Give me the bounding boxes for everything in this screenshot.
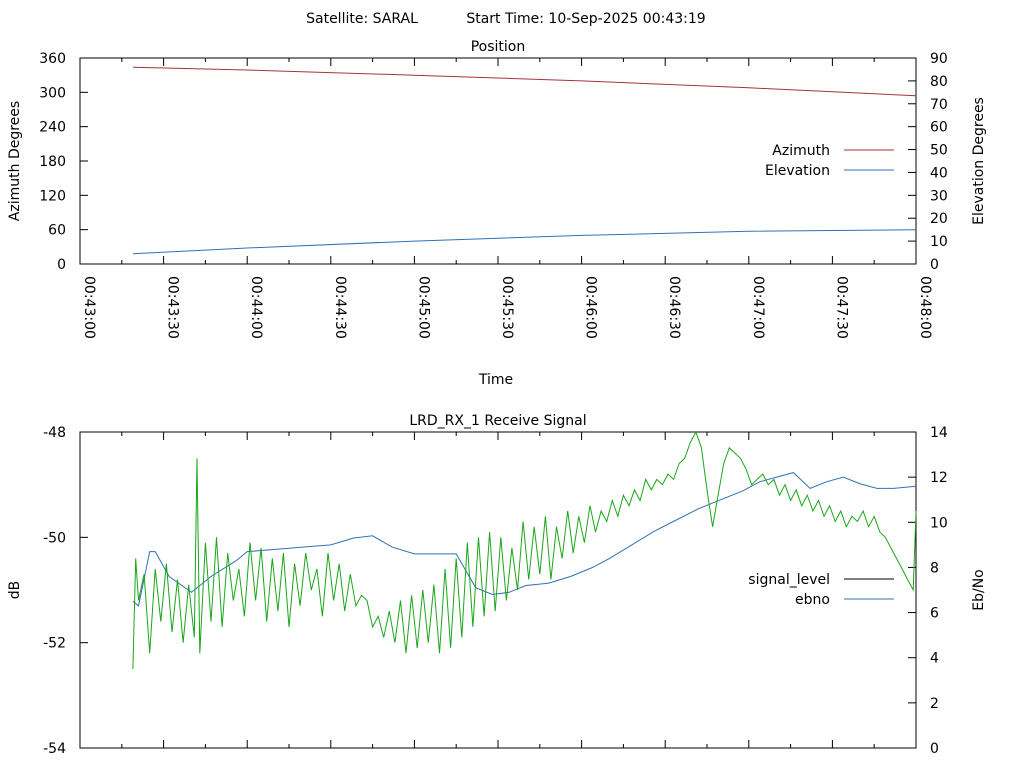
y2-tick-label: 70	[930, 97, 948, 113]
x-tick-label: 00:48:00	[917, 276, 933, 339]
y-axis-label-1: dB	[7, 581, 23, 600]
x-tick-label: 00:45:30	[499, 276, 515, 339]
x-axis-label-0: Time	[478, 372, 513, 388]
y2-tick-label: 0	[930, 741, 939, 757]
position-chart: Position 0 60 120 180 240 300 360 0 10 20 30 40 50 60 7…	[7, 39, 987, 388]
y2-axis-label-1: Eb/No	[971, 569, 987, 611]
y-tick-label: -52	[43, 636, 66, 652]
x-tick-label: 00:45:00	[415, 276, 431, 339]
x-tick-label: 00:47:00	[750, 276, 766, 339]
y-tick-label: -48	[43, 425, 66, 441]
x-tick-label: 00:44:00	[248, 276, 264, 339]
x-tick-label: 00:43:00	[81, 276, 97, 339]
y2-tick-label: 6	[930, 606, 939, 622]
y-tick-label: -50	[43, 530, 66, 546]
y2-tick-label: 30	[930, 188, 948, 204]
series-line-Elevation	[132, 229, 917, 255]
x-tick-label: 00:47:30	[833, 276, 849, 339]
y-tick-label: 120	[39, 188, 66, 204]
y2-tick-label: 40	[930, 165, 948, 181]
y-tick-label: 240	[39, 120, 66, 136]
y2-tick-label: 4	[930, 651, 939, 667]
y2-tick-label: 8	[930, 560, 939, 576]
y2-tick-label: 14	[930, 425, 948, 441]
legend-label-Azimuth: Azimuth	[772, 143, 830, 159]
legend-label-signal_level: signal_level	[748, 572, 830, 588]
y-axis-label-0: Azimuth Degrees	[7, 101, 23, 221]
y2-tick-label: 50	[930, 143, 948, 159]
y2-tick-label: 12	[930, 470, 948, 486]
y-tick-label: 360	[39, 51, 66, 67]
y2-tick-label: 20	[930, 211, 948, 227]
series-line-Azimuth	[132, 66, 917, 97]
y2-tick-label: 90	[930, 51, 948, 67]
y2-tick-label: 10	[930, 234, 948, 250]
header-start-time: Start Time: 10-Sep-2025 00:43:19	[466, 11, 705, 27]
y2-tick-label: 60	[930, 120, 948, 136]
y2-axis-label-0: Elevation Degrees	[971, 97, 987, 225]
chart-title-0: Position	[471, 39, 526, 55]
y-tick-label: 60	[48, 223, 66, 239]
y2-tick-label: 2	[930, 696, 939, 712]
chart-title-1: LRD_RX_1 Receive Signal	[409, 413, 586, 429]
y2-tick-label: 10	[930, 515, 948, 531]
legend-label-Elevation: Elevation	[765, 163, 830, 179]
x-tick-label: 00:43:30	[165, 276, 181, 339]
receive-signal-chart: LRD_RX_1 Receive Signal -54 -52 -50 -48 0 2 4 6 8…	[7, 413, 987, 757]
x-tick-label: 00:46:00	[583, 276, 599, 339]
y-tick-label: -54	[43, 741, 66, 757]
y2-tick-label: 80	[930, 74, 948, 90]
header-satellite: Satellite: SARAL	[306, 11, 418, 27]
y-tick-label: 0	[57, 257, 66, 273]
series-line-unlabeled	[132, 430, 917, 670]
y-tick-label: 300	[39, 85, 66, 101]
y-tick-label: 180	[39, 154, 66, 170]
x-tick-label: 00:44:30	[332, 276, 348, 339]
legend-label-ebno: ebno	[795, 592, 830, 608]
plot-frame-1	[79, 431, 917, 749]
x-tick-label: 00:46:30	[666, 276, 682, 339]
plot-frame-0	[79, 57, 917, 265]
y2-tick-label: 0	[930, 257, 939, 273]
